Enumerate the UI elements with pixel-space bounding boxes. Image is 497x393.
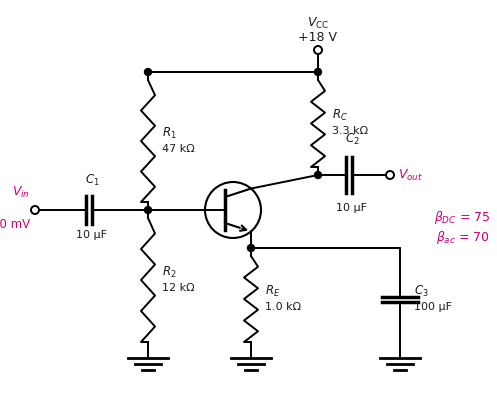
Circle shape bbox=[315, 171, 322, 178]
Circle shape bbox=[248, 244, 254, 252]
Circle shape bbox=[315, 68, 322, 75]
Text: $C_1$: $C_1$ bbox=[84, 173, 99, 188]
Text: 12 kΩ: 12 kΩ bbox=[162, 283, 195, 293]
Text: +18 V: +18 V bbox=[299, 31, 337, 44]
Text: $V_{\mathrm{CC}}$: $V_{\mathrm{CC}}$ bbox=[307, 16, 329, 31]
Text: $C_3$: $C_3$ bbox=[414, 283, 429, 299]
Circle shape bbox=[145, 68, 152, 75]
Text: $V_{out}$: $V_{out}$ bbox=[398, 167, 423, 183]
Text: 1.0 kΩ: 1.0 kΩ bbox=[265, 302, 301, 312]
Text: 3.3 kΩ: 3.3 kΩ bbox=[332, 127, 368, 136]
Circle shape bbox=[386, 171, 394, 179]
Circle shape bbox=[31, 206, 39, 214]
Text: $\beta_{ac}$ = 70: $\beta_{ac}$ = 70 bbox=[436, 230, 490, 246]
Text: 10 mV: 10 mV bbox=[0, 218, 30, 231]
Text: $R_1$: $R_1$ bbox=[162, 125, 176, 141]
Circle shape bbox=[145, 206, 152, 213]
Circle shape bbox=[314, 46, 322, 54]
Text: $R_2$: $R_2$ bbox=[162, 264, 176, 279]
Text: $\beta_{DC}$ = 75: $\beta_{DC}$ = 75 bbox=[433, 209, 490, 226]
Text: $R_E$: $R_E$ bbox=[265, 283, 280, 299]
Text: 10 μF: 10 μF bbox=[336, 203, 367, 213]
Text: 47 kΩ: 47 kΩ bbox=[162, 144, 195, 154]
Text: $C_2$: $C_2$ bbox=[345, 132, 359, 147]
Text: 100 μF: 100 μF bbox=[414, 302, 452, 312]
Text: 10 μF: 10 μF bbox=[77, 230, 107, 240]
Text: $V_{in}$: $V_{in}$ bbox=[12, 185, 30, 200]
Text: $R_C$: $R_C$ bbox=[332, 108, 348, 123]
